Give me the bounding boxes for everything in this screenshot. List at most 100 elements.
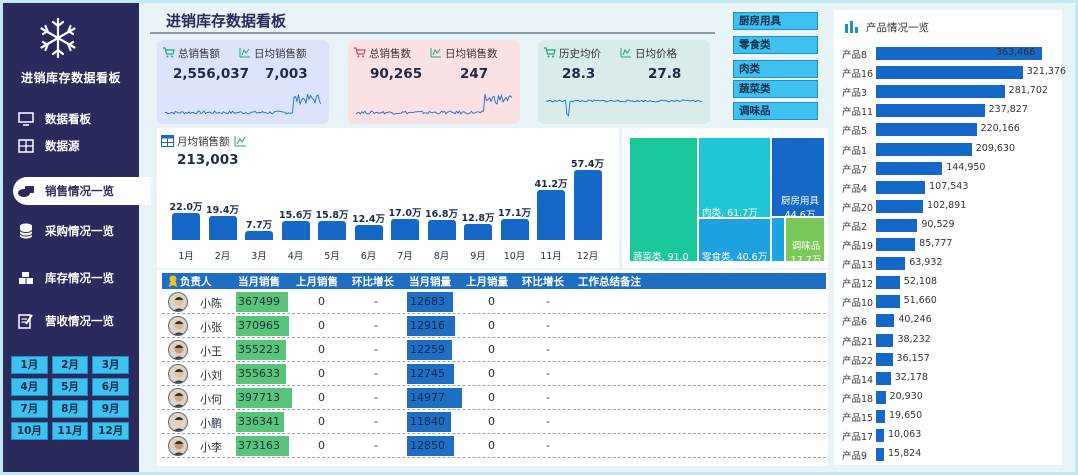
kpi-card-2: 总销售数 日均销售数 90,265 247 xyxy=(348,40,520,124)
product-row[interactable]: 产品12 52,108 xyxy=(838,273,1070,292)
month-button-2[interactable]: 2月 xyxy=(51,356,89,374)
sparkline xyxy=(165,93,321,115)
product-row[interactable]: 产品2 90,529 xyxy=(838,216,1070,235)
month-bar-5[interactable] xyxy=(318,220,346,240)
nav-item-dashboard[interactable]: 数据看板 xyxy=(17,106,91,132)
product-row[interactable]: 产品6 40,246 xyxy=(838,311,1070,330)
month-axis-label: 7月 xyxy=(397,251,413,262)
month-bar-1[interactable] xyxy=(172,213,200,240)
month-button-12[interactable]: 12月 xyxy=(92,422,129,440)
month-bar-10[interactable] xyxy=(500,219,529,240)
header-growth: 环比增长 xyxy=(352,276,394,288)
treemap-sep: , xyxy=(730,252,737,263)
product-row[interactable]: 产品14 32,178 xyxy=(838,369,1070,388)
month-button-11[interactable]: 11月 xyxy=(51,422,89,440)
treemap-block-5[interactable]: 调味品 17.7万 xyxy=(785,217,825,266)
month-bar-label: 16.8万 xyxy=(425,208,458,220)
product-row[interactable]: 产品10 51,660 xyxy=(838,292,1070,311)
qty-databar xyxy=(407,364,454,384)
sparkline xyxy=(356,93,512,115)
prev-qty-value: 0 xyxy=(488,439,495,452)
table-row[interactable]: 小王 355223 0 - 12259 0 - xyxy=(162,338,826,362)
product-row[interactable]: 产品7 144,950 xyxy=(838,159,1070,178)
product-value: 15,824 xyxy=(888,448,922,460)
treemap-block-1[interactable]: 蔬菜类, 91.0万 xyxy=(629,137,698,277)
prev-qty-value: 0 xyxy=(488,391,495,404)
product-row[interactable]: 产品5 220,166 xyxy=(838,120,1070,139)
treemap-block-2[interactable]: 肉类, 61.7万 xyxy=(698,137,771,219)
month-bar-4[interactable] xyxy=(281,220,310,240)
boxes-icon xyxy=(17,269,35,287)
month-button-4[interactable]: 4月 xyxy=(11,378,48,396)
nav-item-purchase[interactable]: 采购情况一览 xyxy=(17,218,114,244)
prev-qty-value: 0 xyxy=(488,295,495,308)
product-row[interactable]: 产品18 20,930 xyxy=(838,388,1070,407)
treemap-block-3[interactable]: 零食类, 40.6万 xyxy=(698,218,771,263)
product-row[interactable]: 产品1 209,630 xyxy=(838,140,1070,159)
prev-qty-value: 0 xyxy=(488,319,495,332)
month-bar-8[interactable] xyxy=(427,219,456,240)
product-value: 144,950 xyxy=(946,161,986,173)
nav-item-revenue[interactable]: 营收情况一览 xyxy=(17,308,114,334)
product-value: 237,827 xyxy=(988,104,1028,116)
product-row[interactable]: 产品19 85,777 xyxy=(838,235,1070,254)
category-button-kitchen[interactable]: 厨房用具 xyxy=(733,12,818,30)
kpi-value-2: 27.8 xyxy=(648,66,682,82)
month-bar-7[interactable] xyxy=(391,219,419,240)
month-bar-6[interactable] xyxy=(354,224,383,240)
product-name: 产品12 xyxy=(842,279,874,291)
category-button-meat[interactable]: 肉类 xyxy=(733,60,818,78)
month-button-9[interactable]: 9月 xyxy=(92,400,129,418)
month-button-3[interactable]: 3月 xyxy=(92,356,129,374)
table-row[interactable]: 小李 373163 0 - 12850 0 - xyxy=(162,434,826,458)
table-row[interactable]: 小刘 355633 0 - 12745 0 - xyxy=(162,362,826,386)
header-growth2: 环比增长 xyxy=(522,276,564,288)
product-row[interactable]: 产品9 15,824 xyxy=(838,445,1070,464)
category-button-snacks[interactable]: 零食类 xyxy=(733,36,818,54)
treemap-value: 40.6万 xyxy=(736,252,768,263)
category-button-seasoning[interactable]: 调味品 xyxy=(733,102,818,120)
month-bar-3[interactable] xyxy=(245,230,273,240)
month-bar-12[interactable] xyxy=(573,170,602,240)
treemap-label: 调味品 17.7万 xyxy=(788,238,824,266)
month-bar-label: 17.1万 xyxy=(498,208,531,220)
month-bar-9[interactable] xyxy=(464,224,492,240)
month-bar-11[interactable] xyxy=(537,189,565,240)
product-value: 36,157 xyxy=(896,352,930,364)
nav-item-sales[interactable]: 销售情况一览 xyxy=(17,178,114,204)
month-button-1[interactable]: 1月 xyxy=(11,356,48,374)
treemap-block-4[interactable]: 厨房用具 44.6万 xyxy=(771,137,825,221)
product-row[interactable]: 产品21 38,232 xyxy=(838,331,1070,350)
growth-value: - xyxy=(374,367,378,380)
product-row[interactable]: 产品22 36,157 xyxy=(838,350,1070,369)
table-row[interactable]: 小陈 367499 0 - 12683 0 - xyxy=(162,290,826,314)
month-bar-2[interactable] xyxy=(208,216,237,240)
product-row[interactable]: 产品3 281,702 xyxy=(838,82,1070,101)
sales-databar xyxy=(236,364,287,384)
product-row[interactable]: 产品11 237,827 xyxy=(838,101,1070,120)
product-row[interactable]: 产品8 363,466 xyxy=(838,44,1070,63)
product-bar xyxy=(876,333,894,347)
table-row[interactable]: 小何 397713 0 - 14977 0 - xyxy=(162,386,826,410)
product-row[interactable]: 产品13 63,932 xyxy=(838,254,1070,273)
table-row[interactable]: 小张 370965 0 - 12916 0 - xyxy=(162,314,826,338)
product-row[interactable]: 产品17 10,063 xyxy=(838,426,1070,445)
month-button-6[interactable]: 6月 xyxy=(92,378,129,396)
nav-item-datasource[interactable]: 数据源 xyxy=(17,133,80,159)
product-row[interactable]: 产品4 107,543 xyxy=(838,178,1070,197)
month-button-7[interactable]: 7月 xyxy=(11,400,48,418)
product-row[interactable]: 产品20 102,891 xyxy=(838,197,1070,216)
table-row[interactable]: 小鹏 336341 0 - 11840 0 - xyxy=(162,410,826,434)
kpi-label-text: 总销售数 xyxy=(369,48,411,60)
product-bar xyxy=(876,352,893,366)
product-row[interactable]: 产品16 321,376 xyxy=(838,63,1070,82)
treemap-name: 蔬菜类 xyxy=(633,252,662,263)
month-button-8[interactable]: 8月 xyxy=(51,400,89,418)
month-button-10[interactable]: 10月 xyxy=(11,422,48,440)
prev-sales-value: 0 xyxy=(318,391,325,404)
product-name: 产品7 xyxy=(842,164,868,176)
category-button-vegetables[interactable]: 蔬菜类 xyxy=(733,80,818,98)
month-button-5[interactable]: 5月 xyxy=(51,378,89,396)
nav-item-inventory[interactable]: 库存情况一览 xyxy=(17,265,114,291)
product-row[interactable]: 产品15 19,650 xyxy=(838,407,1070,426)
